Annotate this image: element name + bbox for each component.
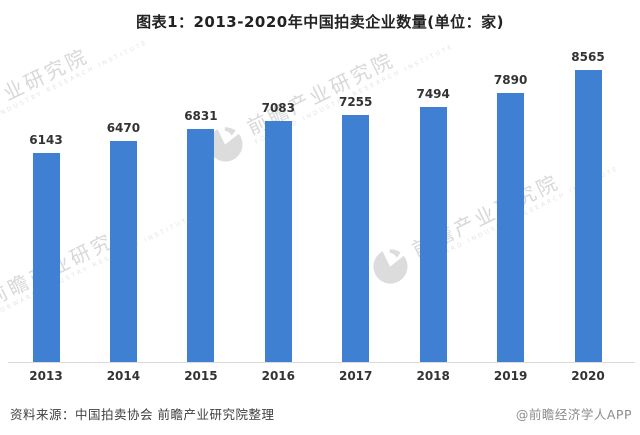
forward-logo-icon — [373, 249, 408, 284]
bar-2019 — [497, 93, 525, 362]
bar-value-label: 7890 — [493, 73, 528, 87]
bar-2017 — [342, 115, 370, 362]
bar-2016 — [264, 121, 292, 362]
bar-2015 — [187, 129, 215, 362]
credit-note: @前瞻经济学人APP — [515, 407, 632, 422]
x-tick-label: 2014 — [106, 369, 141, 383]
bar-value-label: 7083 — [261, 101, 295, 115]
x-tick-label: 2016 — [261, 369, 295, 383]
x-tick-label: 2020 — [571, 369, 605, 383]
x-tick-label: 2015 — [184, 369, 218, 383]
bar-value-label: 8565 — [571, 50, 605, 64]
watermark-text: 前瞻产业研究院 FORWARD INDUSTRY RESEARCH INSTIT… — [0, 213, 196, 317]
bar-value-label: 7494 — [416, 87, 450, 101]
x-tick-label: 2017 — [338, 369, 373, 383]
bar-2013 — [32, 153, 60, 362]
chart-title: 图表1：2013-2020年中国拍卖企业数量(单位：家) — [136, 13, 504, 31]
bar-value-label: 6143 — [29, 133, 63, 147]
bar-value-label: 6831 — [184, 109, 218, 123]
x-tick-label: 2018 — [416, 369, 450, 383]
x-axis-line — [8, 362, 635, 363]
bar-2014 — [109, 141, 137, 362]
bar-2020 — [574, 70, 602, 362]
source-note: 资料来源：中国拍卖协会 前瞻产业研究院整理 — [10, 407, 275, 422]
bar-2018 — [419, 107, 447, 362]
watermark: 前瞻产业研究院 FORWARD INDUSTRY RESEARCH INSTIT… — [0, 190, 197, 342]
bar-value-label: 7255 — [338, 95, 373, 109]
x-tick-label: 2013 — [29, 369, 63, 383]
bar-value-label: 6470 — [106, 121, 141, 135]
x-tick-label: 2019 — [493, 369, 528, 383]
